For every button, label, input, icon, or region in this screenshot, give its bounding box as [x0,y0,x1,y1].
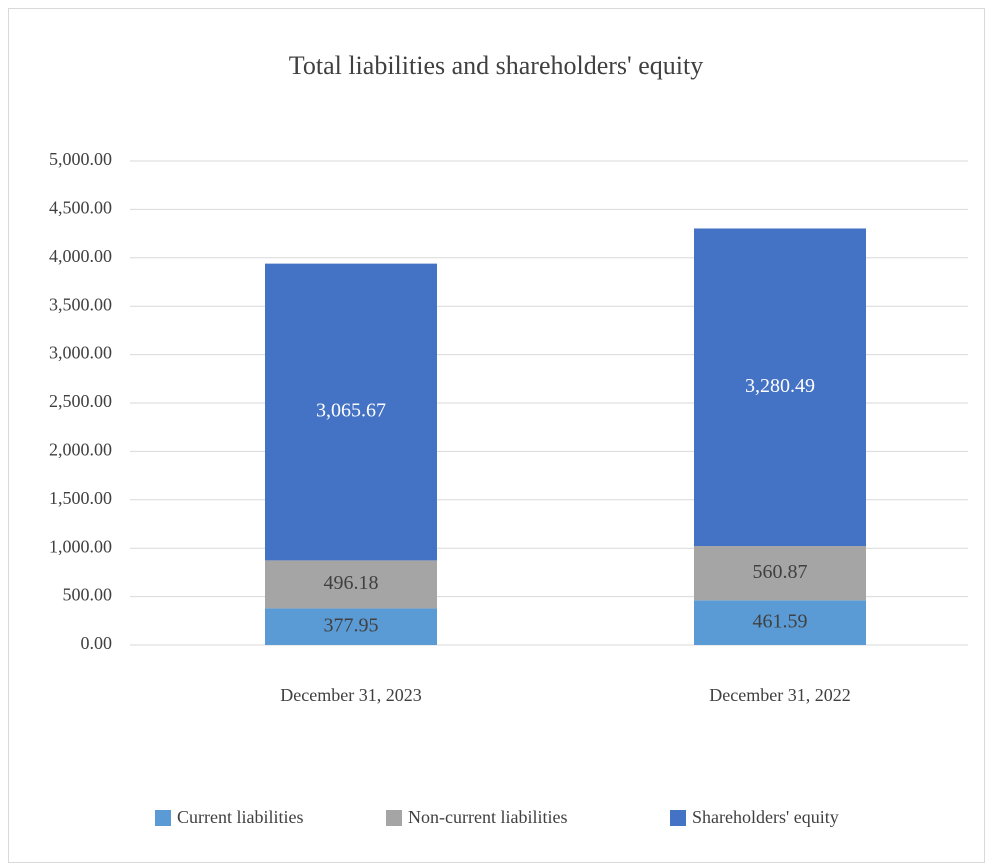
data-label: 3,280.49 [745,375,815,397]
legend-label: Current liabilities [177,807,303,827]
y-tick-label: 4,500.00 [49,198,112,218]
data-label: 496.18 [324,572,379,594]
y-tick-label: 4,000.00 [49,246,112,266]
data-label: 377.95 [324,614,379,636]
legend-label: Non-current liabilities [408,807,567,827]
data-label: 560.87 [753,561,808,583]
y-tick-label: 1,500.00 [49,488,112,508]
bar-segment [694,600,866,645]
bar-segment [265,560,437,609]
chart-title: Total liabilities and shareholders' equi… [289,51,703,80]
y-tick-label: 2,000.00 [49,440,112,460]
x-tick-label: December 31, 2023 [280,685,421,705]
x-tick-label: December 31, 2022 [709,685,850,705]
bar-segment [265,608,437,645]
y-tick-label: 3,500.00 [49,294,112,314]
data-label: 461.59 [753,610,808,632]
y-tick-label: 0.00 [81,633,113,653]
y-tick-label: 1,000.00 [49,536,112,556]
legend-swatch [155,810,171,826]
data-label: 3,065.67 [316,400,386,422]
legend-swatch [386,810,402,826]
bar-segment [265,263,437,561]
legend-swatch [670,810,686,826]
y-tick-label: 3,000.00 [49,343,112,363]
y-tick-label: 500.00 [63,585,113,605]
y-tick-label: 5,000.00 [49,149,112,169]
bar-segment [694,228,866,547]
legend-label: Shareholders' equity [692,807,839,827]
y-tick-label: 2,500.00 [49,391,112,411]
bar-segment [694,546,866,601]
